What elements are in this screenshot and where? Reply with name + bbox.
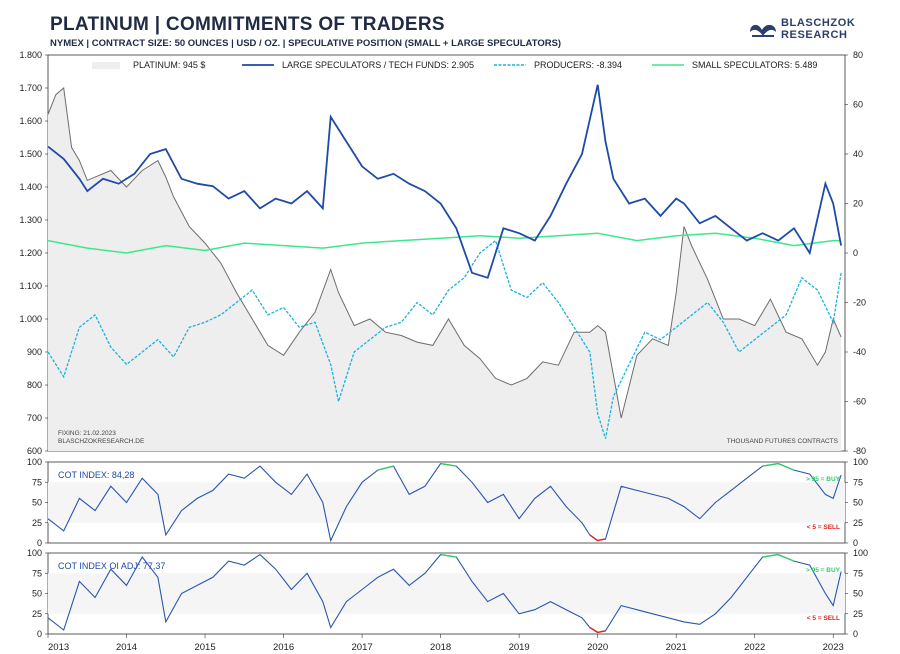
left-tick-label: 50 (32, 589, 42, 599)
fixing-note: FIXING: 21.02.2023 (58, 430, 116, 437)
x-tick-label: 2019 (509, 642, 530, 653)
legend-large-speculators: LARGE SPECULATORS / TECH FUNDS: 2.905 (282, 60, 474, 70)
left-tick-label: 25 (32, 518, 42, 528)
x-tick-label: 2018 (430, 642, 451, 653)
left-tick-label: 100 (27, 457, 42, 467)
left-tick-label: 1.300 (19, 215, 42, 225)
buy-threshold-label: > 95 = BUY (806, 567, 841, 574)
buy-segment (777, 462, 795, 471)
buy-segment (762, 462, 779, 467)
right-tick-label: 75 (853, 568, 863, 578)
x-tick-label: 2015 (194, 642, 215, 653)
right-tick-label: -80 (853, 446, 866, 456)
right-tick-label: 0 (853, 538, 858, 548)
left-tick-label: 800 (27, 380, 42, 390)
left-tick-label: 25 (32, 609, 42, 619)
legend-platinum: PLATINUM: 945 $ (133, 60, 205, 70)
sell-segment (597, 538, 606, 542)
x-tick-label: 2017 (352, 642, 373, 653)
legend-swatch-platinum (92, 62, 120, 69)
left-tick-label: 1.700 (19, 83, 42, 93)
sell-segment (589, 534, 599, 542)
right-tick-label: -40 (853, 347, 866, 357)
left-tick-label: 600 (27, 446, 42, 456)
large-speculators-line (47, 84, 842, 279)
brand-logo: BLASCHZOK RESEARCH (748, 16, 863, 44)
sell-segment (597, 630, 606, 634)
left-tick-label: 1.100 (19, 281, 42, 291)
left-tick-label: 1.800 (19, 50, 42, 60)
legend-small-speculators: SMALL SPECULATORS: 5.489 (692, 60, 817, 70)
right-tick-label: 0 (853, 248, 858, 258)
left-tick-label: 0 (37, 538, 42, 548)
chart-subtitle: NYMEX | CONTRACT SIZE: 50 OUNCES | USD /… (50, 38, 562, 49)
left-tick-label: 50 (32, 498, 42, 508)
x-tick-label: 2023 (823, 642, 844, 653)
right-tick-label: 0 (853, 629, 858, 639)
buy-threshold-label: > 95 = BUY (806, 476, 841, 483)
right-tick-label: 20 (853, 199, 863, 209)
x-tick-label: 2014 (116, 642, 137, 653)
right-tick-label: 100 (853, 548, 868, 558)
right-tick-label: 50 (853, 589, 863, 599)
source-note: BLASCHZOKRESEARCH.DE (58, 438, 145, 445)
platinum-area (48, 88, 842, 451)
right-tick-label: 60 (853, 100, 863, 110)
right-tick-label: -20 (853, 298, 866, 308)
logo-text: BLASCHZOK RESEARCH (781, 17, 855, 41)
chart-title: PLATINUM | COMMITMENTS OF TRADERS (50, 14, 445, 35)
cot-index-label: COT INDEX: 84,28 (58, 470, 134, 480)
right-tick-label: 80 (853, 50, 863, 60)
cot-index-oi-label: COT INDEX OI ADJ: 77,37 (58, 561, 165, 571)
x-tick-label: 2020 (587, 642, 608, 653)
left-tick-label: 75 (32, 477, 42, 487)
platinum-line (47, 87, 842, 419)
neutral-band (48, 482, 845, 523)
left-tick-label: 0 (37, 629, 42, 639)
right-tick-label: 25 (853, 518, 863, 528)
x-axis: 2013 2014 2015 2016 2017 2018 2019 2020 2021 2022… (47, 634, 844, 653)
logo-line-1: BLASCHZOK (781, 17, 856, 29)
cot-index-panel: 100 100 75 75 50 50 25 25 0 0 COT INDEX: 84,28 > 95… (27, 457, 868, 548)
x-tick-label: 2016 (273, 642, 294, 653)
right-tick-label: 50 (853, 498, 863, 508)
sell-threshold-label: < 5 = SELL (807, 524, 840, 531)
left-tick-label: 1.600 (19, 116, 42, 126)
left-tick-label: 1.200 (19, 248, 42, 258)
units-note: THOUSAND FUTURES CONTRACTS (727, 438, 839, 445)
left-tick-label: 1.500 (19, 149, 42, 159)
buy-segment (762, 553, 779, 558)
logo-icon (750, 24, 776, 37)
left-tick-label: 100 (27, 548, 42, 558)
left-tick-label: 700 (27, 413, 42, 423)
buy-segment (377, 465, 394, 471)
neutral-band (48, 573, 845, 614)
left-tick-label: 1.000 (19, 314, 42, 324)
left-tick-label: 75 (32, 568, 42, 578)
buy-segment (777, 553, 795, 562)
buy-segment (440, 462, 457, 467)
x-tick-label: 2013 (48, 642, 69, 653)
left-tick-label: 1.400 (19, 182, 42, 192)
x-tick-label: 2021 (666, 642, 687, 653)
logo-line-2: RESEARCH (781, 29, 848, 41)
x-tick-label: 2022 (744, 642, 765, 653)
right-tick-label: 40 (853, 149, 863, 159)
legend-producers: PRODUCERS: -8.394 (534, 60, 622, 70)
sell-segment (589, 626, 599, 633)
cot-index-oi-panel: 100 100 75 75 50 50 25 25 0 0 COT INDEX OI ADJ: 77… (27, 548, 868, 639)
right-tick-label: -60 (853, 397, 866, 407)
right-tick-label: 100 (853, 457, 868, 467)
producers-line (47, 239, 842, 439)
buy-segment (440, 553, 457, 558)
left-tick-label: 900 (27, 347, 42, 357)
legend: PLATINUM: 945 $ LARGE SPECULATORS / TECH … (92, 60, 817, 70)
right-tick-label: 75 (853, 477, 863, 487)
sell-threshold-label: < 5 = SELL (807, 615, 840, 622)
right-tick-label: 25 (853, 609, 863, 619)
main-panel: 1.800 1.700 1.600 1.500 1.400 1.300 1.200 1.100… (19, 50, 866, 456)
